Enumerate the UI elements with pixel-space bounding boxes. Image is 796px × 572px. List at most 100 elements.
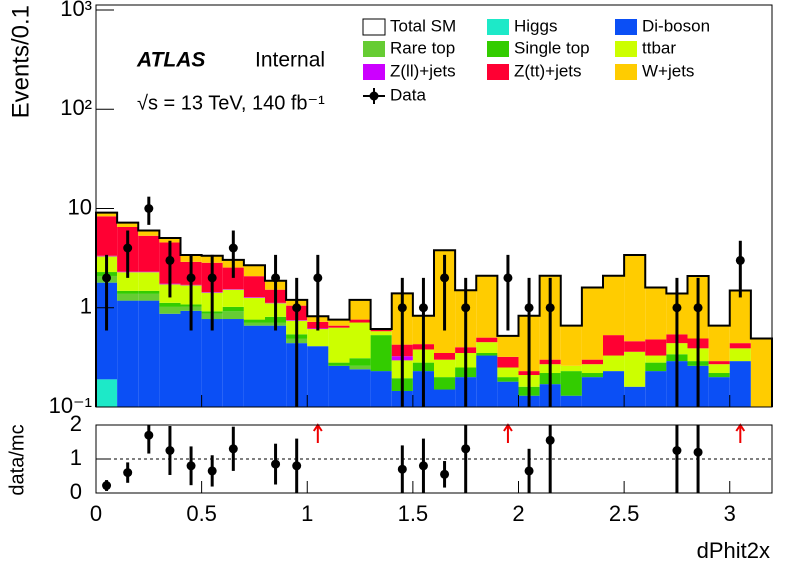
histogram-segment [560, 365, 582, 372]
histogram-segment [581, 359, 603, 365]
ratio-point [186, 461, 196, 471]
legend-label: Data [390, 85, 426, 104]
histogram-segment [708, 364, 730, 374]
data-point [524, 303, 534, 313]
ratio-y-tick-label: 2 [70, 411, 82, 436]
histogram-segment [349, 319, 371, 323]
histogram-segment [729, 361, 751, 407]
histogram-segment [434, 359, 456, 378]
histogram-segment [138, 300, 160, 407]
histogram-segment [708, 325, 730, 362]
legend-label: Higgs [514, 16, 557, 35]
data-point [102, 273, 112, 283]
ratio-y-tick-label: 0 [70, 479, 82, 504]
data-point [207, 273, 217, 283]
y-tick-label: 10³ [60, 0, 92, 21]
histogram-segment [307, 329, 329, 347]
x-tick-label: 1 [301, 501, 313, 526]
data-point [440, 273, 450, 283]
histogram-segment [624, 351, 646, 387]
histogram-segment [750, 338, 772, 407]
ratio-point [207, 466, 217, 476]
data-point [123, 243, 133, 253]
histogram-segment [497, 367, 519, 378]
histogram-segment [117, 300, 139, 407]
histogram-segment [159, 313, 181, 407]
histogram-segment [624, 341, 646, 352]
ratio-point [165, 446, 175, 455]
histogram-segment [96, 216, 118, 256]
legend-swatch [615, 19, 637, 35]
legend-label: Z(ll)+jets [390, 61, 456, 80]
histogram-segment [603, 335, 625, 356]
histogram-segment [560, 371, 582, 396]
histogram-segment [370, 331, 392, 336]
legend-swatch [615, 41, 637, 57]
histogram-segment [243, 276, 265, 298]
histogram-segment [138, 230, 160, 236]
data-point [313, 273, 323, 283]
legend-swatch [487, 64, 509, 80]
data-point [144, 204, 154, 213]
histogram-segment [708, 373, 730, 378]
ratio-point [292, 461, 302, 471]
histogram-segment [243, 297, 265, 298]
ratio-point [271, 459, 281, 469]
histogram-segment [370, 329, 392, 332]
histogram-segment [645, 362, 667, 372]
ratio-point [545, 435, 555, 445]
histogram-segment [117, 290, 139, 294]
x-tick-label: 3 [724, 501, 736, 526]
histogram-segment [222, 289, 244, 290]
data-point [693, 303, 703, 313]
histogram-segment [476, 355, 498, 407]
histogram-segment [581, 377, 603, 407]
histogram-segment [243, 265, 265, 277]
ratio-point [228, 444, 238, 454]
histogram-segment [138, 290, 160, 294]
ratio-point [418, 461, 428, 471]
legend-data-marker [369, 91, 379, 101]
histogram-segment [645, 287, 667, 340]
histogram-segment [328, 362, 350, 366]
histogram-segment [138, 293, 160, 301]
histogram-segment [370, 371, 392, 407]
histogram-segment [117, 293, 139, 301]
histogram-segment [497, 381, 519, 407]
data-point [271, 273, 281, 283]
histogram-segment [434, 389, 456, 407]
legend-label: ttbar [642, 38, 676, 57]
histogram-segment [328, 327, 350, 363]
ratio-point [144, 430, 154, 440]
histogram-segment [138, 272, 160, 291]
histogram-segment [476, 337, 498, 343]
ratio-point [102, 481, 112, 491]
histogram-segment [370, 335, 392, 372]
histogram-segment [434, 377, 456, 390]
ratio-point [440, 469, 450, 479]
histogram-segment [243, 297, 265, 320]
ratio-point [397, 464, 407, 474]
data-point [545, 303, 555, 313]
energy-label: √s = 13 TeV, 140 fb⁻¹ [137, 92, 325, 114]
legend-swatch [487, 19, 509, 35]
ratio-point [461, 444, 471, 454]
histogram-segment [222, 306, 244, 312]
histogram-segment [349, 365, 371, 370]
histogram-segment [222, 289, 244, 307]
ratio-point [524, 466, 534, 476]
histogram-segment [476, 342, 498, 354]
y-tick-label: 10⁻¹ [49, 393, 92, 418]
histogram-segment [645, 355, 667, 363]
histogram-segment [307, 346, 329, 407]
histogram-segment [581, 373, 603, 378]
histogram-segment [434, 353, 456, 360]
histogram-segment [729, 343, 751, 349]
histogram-segment [603, 355, 625, 372]
ratio-axis-label: data/mc [6, 424, 28, 495]
legend-swatch [615, 64, 637, 80]
status-label: Internal [255, 49, 325, 72]
histogram-segment [328, 319, 350, 326]
histogram-segment [497, 335, 519, 357]
histogram-segment [96, 212, 118, 217]
